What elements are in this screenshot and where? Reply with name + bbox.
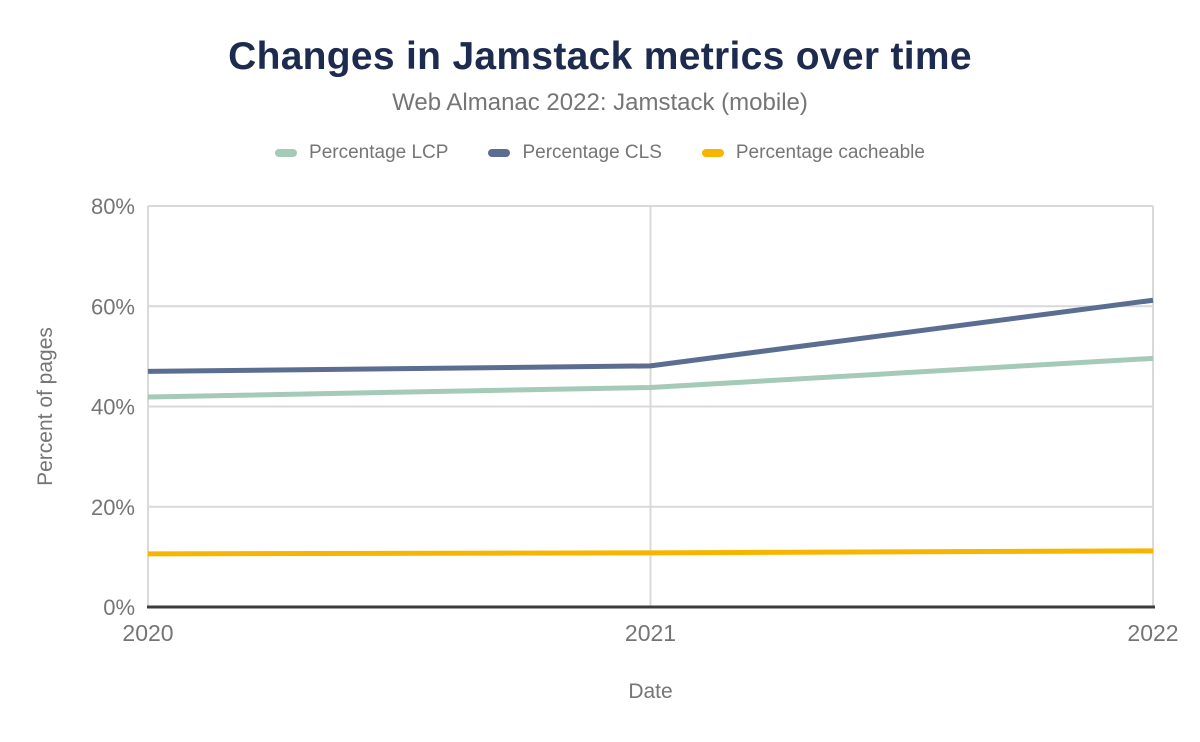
legend-label-lcp: Percentage LCP bbox=[309, 142, 449, 163]
legend-item-lcp: Percentage LCP bbox=[275, 142, 448, 164]
x-tick-label: 2022 bbox=[1127, 620, 1178, 646]
y-tick-label: 60% bbox=[91, 294, 135, 319]
legend-swatch-lcp bbox=[275, 149, 298, 157]
series-line-percentage-cacheable bbox=[147, 548, 1154, 557]
y-axis-title: Percent of pages bbox=[34, 327, 57, 486]
legend: Percentage LCP Percentage CLS Percentage… bbox=[0, 142, 1200, 164]
legend-label-cacheable: Percentage cacheable bbox=[735, 142, 925, 163]
legend-swatch-cacheable bbox=[701, 149, 724, 157]
y-tick-label: 20% bbox=[91, 495, 135, 520]
legend-item-cls: Percentage CLS bbox=[488, 142, 662, 164]
x-tick-label: 2021 bbox=[625, 620, 676, 646]
series-line-percentage-cls bbox=[147, 297, 1154, 374]
legend-swatch-cls bbox=[488, 149, 511, 157]
legend-item-cacheable: Percentage cacheable bbox=[701, 142, 925, 164]
x-axis-title: Date bbox=[628, 680, 672, 703]
chart-subtitle: Web Almanac 2022: Jamstack (mobile) bbox=[392, 89, 808, 116]
y-tick-label: 0% bbox=[103, 595, 135, 620]
y-tick-label: 40% bbox=[91, 395, 135, 420]
legend-label-cls: Percentage CLS bbox=[522, 142, 662, 163]
y-tick-label: 80% bbox=[91, 194, 135, 219]
series-line-percentage-lcp bbox=[147, 355, 1154, 400]
x-tick-label: 2020 bbox=[122, 620, 173, 646]
chart-title: Changes in Jamstack metrics over time bbox=[228, 35, 972, 78]
